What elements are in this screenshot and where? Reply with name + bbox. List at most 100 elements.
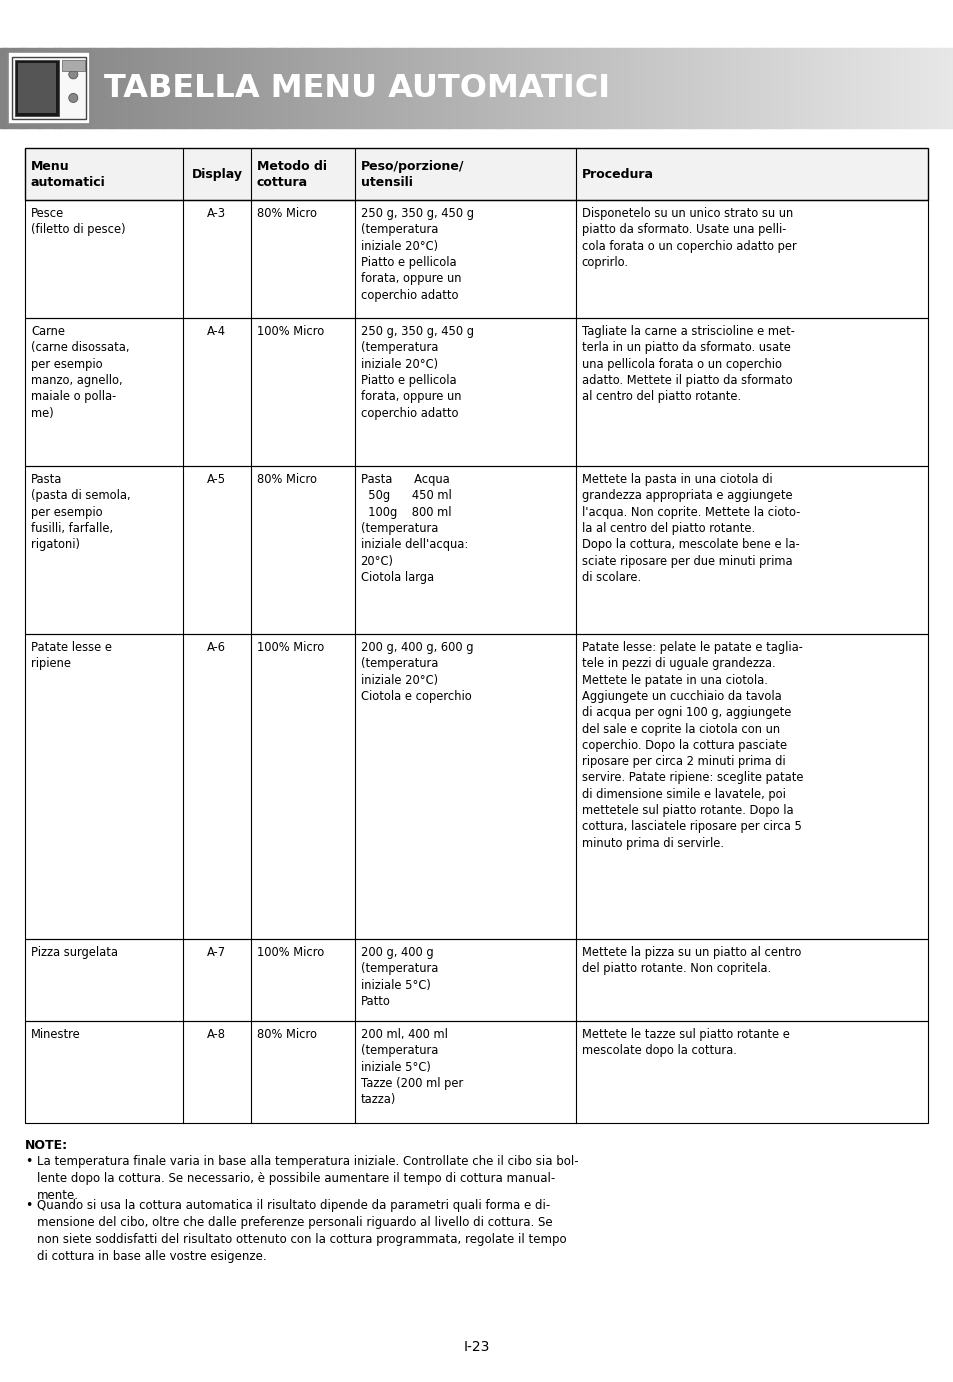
- Bar: [54, 48, 58, 129]
- Bar: [918, 48, 922, 129]
- Bar: [498, 48, 502, 129]
- Text: Quando si usa la cottura automatica il risultato dipende da parametri quali form: Quando si usa la cottura automatica il r…: [37, 1200, 566, 1263]
- Bar: [569, 48, 573, 129]
- Bar: [572, 48, 576, 129]
- Bar: [378, 48, 382, 129]
- Text: A-6: A-6: [207, 641, 226, 654]
- Bar: [651, 48, 655, 129]
- Bar: [343, 48, 347, 129]
- Bar: [607, 48, 611, 129]
- Bar: [86, 48, 90, 129]
- Bar: [121, 48, 125, 129]
- Bar: [455, 48, 458, 129]
- Bar: [550, 48, 554, 129]
- Text: Peso/porzione/
utensili: Peso/porzione/ utensili: [360, 159, 463, 188]
- Bar: [950, 48, 953, 129]
- Bar: [617, 48, 620, 129]
- Text: Metodo di
cottura: Metodo di cottura: [256, 159, 327, 188]
- Bar: [886, 48, 890, 129]
- Bar: [750, 48, 754, 129]
- Bar: [613, 48, 617, 129]
- Bar: [131, 48, 134, 129]
- Bar: [832, 48, 836, 129]
- Bar: [798, 48, 801, 129]
- Bar: [445, 48, 449, 129]
- Bar: [73, 48, 77, 129]
- Bar: [16, 48, 20, 129]
- Text: 100% Micro: 100% Micro: [256, 325, 324, 339]
- Bar: [836, 48, 840, 129]
- Bar: [622, 48, 626, 129]
- Bar: [248, 48, 252, 129]
- Bar: [25, 1021, 927, 1124]
- Bar: [312, 48, 315, 129]
- Bar: [603, 48, 607, 129]
- Bar: [314, 48, 318, 129]
- Bar: [683, 48, 687, 129]
- Text: Mettete la pizza su un piatto al centro
del piatto rotante. Non copritela.: Mettete la pizza su un piatto al centro …: [581, 947, 801, 976]
- Text: 200 g, 400 g
(temperatura
iniziale 5°C)
Patto: 200 g, 400 g (temperatura iniziale 5°C) …: [360, 947, 437, 1007]
- Text: Menu
automatici: Menu automatici: [30, 159, 106, 188]
- Bar: [436, 48, 439, 129]
- Bar: [0, 48, 4, 129]
- Bar: [25, 938, 927, 1021]
- Bar: [784, 48, 788, 129]
- Bar: [689, 48, 693, 129]
- Bar: [534, 48, 537, 129]
- Bar: [864, 48, 868, 129]
- Bar: [457, 48, 461, 129]
- Bar: [496, 48, 499, 129]
- Bar: [60, 48, 64, 129]
- Bar: [565, 48, 569, 129]
- Bar: [664, 48, 668, 129]
- Bar: [769, 48, 773, 129]
- Bar: [289, 48, 293, 129]
- Bar: [521, 48, 525, 129]
- Bar: [25, 938, 927, 1021]
- Bar: [203, 48, 207, 129]
- Bar: [820, 48, 823, 129]
- Bar: [877, 48, 881, 129]
- Bar: [721, 48, 725, 129]
- Bar: [505, 48, 509, 129]
- Bar: [127, 48, 131, 129]
- Bar: [10, 48, 13, 129]
- Bar: [594, 48, 598, 129]
- Bar: [734, 48, 738, 129]
- Bar: [899, 48, 902, 129]
- Bar: [931, 48, 935, 129]
- Bar: [575, 48, 578, 129]
- Bar: [12, 57, 86, 119]
- Bar: [270, 48, 274, 129]
- Bar: [200, 48, 204, 129]
- Bar: [946, 48, 950, 129]
- Bar: [117, 48, 121, 129]
- Bar: [756, 48, 760, 129]
- Bar: [174, 48, 178, 129]
- Bar: [279, 48, 283, 129]
- Bar: [350, 48, 354, 129]
- Bar: [699, 48, 702, 129]
- Bar: [365, 48, 369, 129]
- Bar: [229, 48, 233, 129]
- Bar: [346, 48, 350, 129]
- Bar: [670, 48, 674, 129]
- Bar: [283, 48, 287, 129]
- Bar: [943, 48, 947, 129]
- Bar: [731, 48, 735, 129]
- Bar: [274, 48, 277, 129]
- Bar: [7, 48, 10, 129]
- Text: A-7: A-7: [207, 947, 226, 959]
- Text: Tagliate la carne a striscioline e met-
terla in un piatto da sformato. usate
un: Tagliate la carne a striscioline e met- …: [581, 325, 794, 404]
- Bar: [632, 48, 636, 129]
- Bar: [905, 48, 909, 129]
- Text: TABELLA MENU AUTOMATICI: TABELLA MENU AUTOMATICI: [104, 72, 610, 104]
- Bar: [89, 48, 92, 129]
- Text: Pasta
(pasta di semola,
per esempio
fusilli, farfalle,
rigatoni): Pasta (pasta di semola, per esempio fusi…: [30, 473, 131, 551]
- Bar: [25, 200, 927, 318]
- Bar: [517, 48, 521, 129]
- Bar: [375, 48, 378, 129]
- Bar: [302, 48, 306, 129]
- Bar: [641, 48, 645, 129]
- Bar: [25, 634, 927, 938]
